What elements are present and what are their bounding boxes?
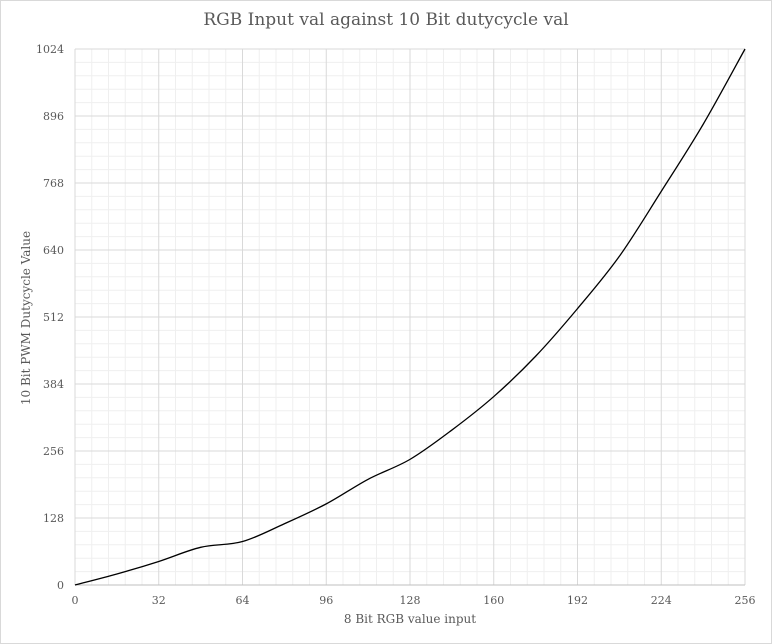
y-tick-labels: 0 128 256 384 512 640 768 896 1024 — [36, 43, 64, 592]
y-tick-label: 384 — [43, 378, 64, 391]
y-tick-label: 128 — [43, 512, 64, 525]
x-tick-label: 160 — [483, 594, 504, 607]
y-tick-label: 640 — [43, 244, 64, 257]
x-tick-label: 224 — [651, 594, 672, 607]
y-tick-label: 0 — [57, 579, 64, 592]
x-tick-label: 0 — [72, 594, 79, 607]
chart-title: RGB Input val against 10 Bit dutycycle v… — [203, 10, 569, 30]
y-tick-label: 1024 — [36, 43, 64, 56]
y-tick-label: 512 — [43, 311, 64, 324]
x-tick-label: 64 — [236, 594, 250, 607]
series-line — [74, 48, 746, 586]
x-tick-label: 96 — [319, 594, 333, 607]
series-group — [74, 48, 746, 586]
major-gridlines — [74, 48, 746, 586]
y-tick-label: 256 — [43, 445, 64, 458]
x-tick-label: 32 — [152, 594, 166, 607]
x-axis-title: 8 Bit RGB value input — [343, 612, 477, 626]
x-tick-labels: 0 32 64 96 128 160 192 224 256 — [72, 594, 756, 607]
x-tick-label: 192 — [567, 594, 588, 607]
x-tick-label: 256 — [735, 594, 756, 607]
x-tick-label: 128 — [400, 594, 421, 607]
y-tick-label: 768 — [43, 177, 64, 190]
y-tick-label: 896 — [43, 110, 64, 123]
